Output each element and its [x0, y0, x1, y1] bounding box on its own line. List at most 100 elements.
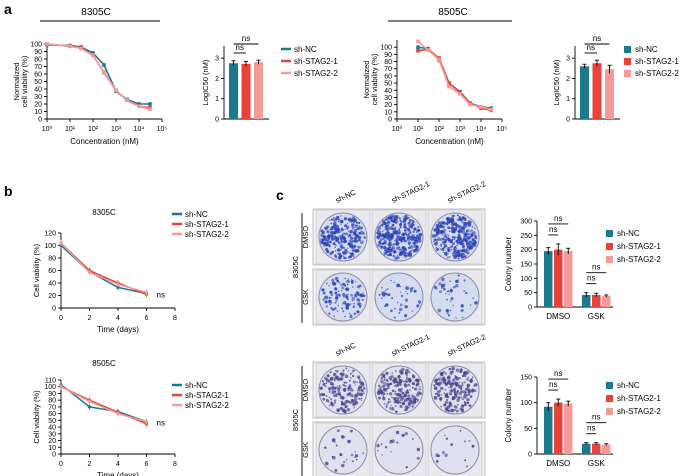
y-tick-label: 120: [44, 231, 56, 238]
colony: [325, 247, 329, 251]
colony: [447, 236, 450, 239]
colony: [394, 404, 397, 408]
colony: [446, 290, 450, 293]
plate-column-label: sh-STAG2-2: [446, 332, 487, 358]
colony: [450, 229, 454, 234]
colony: [379, 238, 383, 241]
x-axis-label: Concentration (nM): [415, 137, 484, 146]
colony: [446, 217, 450, 221]
colony: [396, 283, 400, 288]
series-line: [60, 384, 147, 423]
legend-label: sh-STAG2-2: [617, 407, 661, 416]
colony: [450, 382, 455, 386]
colony: [443, 244, 448, 248]
colony: [397, 393, 400, 396]
colony: [356, 310, 360, 314]
colony: [400, 387, 403, 390]
colony: [322, 382, 326, 387]
colony: [347, 439, 351, 444]
y-tick-label: 20: [34, 102, 42, 109]
colony: [406, 254, 410, 257]
colony: [390, 439, 392, 442]
colony: [448, 293, 450, 295]
colony: [450, 408, 455, 413]
colony: [456, 218, 459, 221]
colony: [356, 227, 360, 231]
colony: [465, 291, 468, 295]
colony: [456, 244, 458, 247]
colony: [461, 249, 465, 253]
colony: [437, 229, 440, 232]
series-line: [46, 44, 150, 105]
colony: [450, 374, 452, 376]
y-tick-label: 200: [520, 247, 532, 254]
colony: [434, 392, 437, 395]
colony: [346, 407, 351, 412]
series-line: [417, 40, 492, 111]
colony: [345, 225, 350, 230]
colony: [321, 238, 325, 242]
colony: [396, 301, 399, 304]
colony: [343, 301, 347, 305]
colony: [396, 441, 399, 444]
colony: [344, 374, 349, 379]
colony: [391, 389, 395, 393]
colony: [350, 453, 354, 457]
sig-label: ns: [236, 43, 244, 52]
colony: [345, 294, 348, 297]
colony: [453, 248, 457, 252]
legend-swatch: [606, 256, 613, 263]
legend-label: sh-NC: [617, 381, 640, 390]
colony: [407, 241, 411, 245]
colony: [385, 403, 389, 407]
plate-column-label: sh-STAG2-1: [390, 332, 431, 358]
colony: [435, 231, 440, 235]
colony: [445, 437, 449, 440]
series-line: [46, 43, 151, 111]
colony: [350, 388, 354, 392]
colony: [338, 254, 342, 259]
colony: [348, 384, 352, 387]
colony: [351, 240, 354, 243]
colony: [461, 408, 464, 411]
colony: [434, 238, 437, 242]
colony: [382, 392, 386, 396]
colony: [446, 220, 451, 224]
colony: [440, 287, 443, 289]
y-tick-label: 40: [34, 87, 42, 94]
colony: [455, 317, 457, 319]
legend-label: sh-STAG2-2: [635, 69, 679, 78]
colony: [378, 293, 381, 296]
colony: [354, 400, 358, 405]
colony: [333, 379, 336, 382]
colony: [469, 395, 473, 398]
colony: [359, 302, 362, 305]
colony: [348, 370, 350, 372]
colony: [453, 214, 455, 217]
y-tick-label: 20: [48, 438, 56, 445]
colony: [350, 293, 353, 297]
y-tick-label: 50: [524, 290, 532, 297]
legend-swatch: [606, 395, 613, 402]
colony: [417, 229, 420, 232]
colony: [335, 299, 338, 302]
plate-row-label: GSK: [301, 442, 310, 458]
legend-swatch: [606, 230, 613, 237]
colony: [363, 387, 366, 390]
colony: [433, 240, 435, 243]
colony: [462, 373, 465, 375]
x-tick-label: 10⁴: [134, 126, 145, 133]
colony: [456, 236, 458, 238]
colony: [353, 234, 356, 236]
colony: [361, 298, 364, 301]
legend-swatch: [624, 46, 631, 53]
colony: [462, 389, 467, 394]
y-tick-label: 2: [215, 76, 219, 83]
colony: [412, 230, 415, 233]
colony: [319, 392, 324, 397]
colony: [322, 298, 325, 301]
colony: [460, 396, 463, 399]
colony: [458, 215, 461, 219]
colony: [340, 224, 342, 226]
colony: [399, 251, 404, 256]
